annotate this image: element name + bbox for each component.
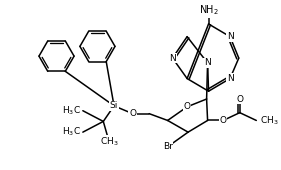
Text: O: O [129, 109, 136, 118]
Text: H$_3$C: H$_3$C [62, 104, 81, 117]
Text: Br: Br [163, 142, 173, 151]
Text: H$_3$C: H$_3$C [62, 126, 81, 138]
Text: NH$_2$: NH$_2$ [199, 3, 219, 17]
Text: CH$_3$: CH$_3$ [100, 136, 119, 148]
Text: N: N [169, 54, 176, 63]
Text: O: O [183, 102, 191, 111]
Text: CH$_3$: CH$_3$ [260, 114, 279, 127]
Text: N: N [227, 74, 234, 83]
Text: N: N [227, 32, 234, 41]
Text: O: O [220, 116, 227, 125]
Text: O: O [236, 95, 243, 104]
Text: Si: Si [110, 101, 118, 110]
Text: N: N [204, 58, 211, 67]
